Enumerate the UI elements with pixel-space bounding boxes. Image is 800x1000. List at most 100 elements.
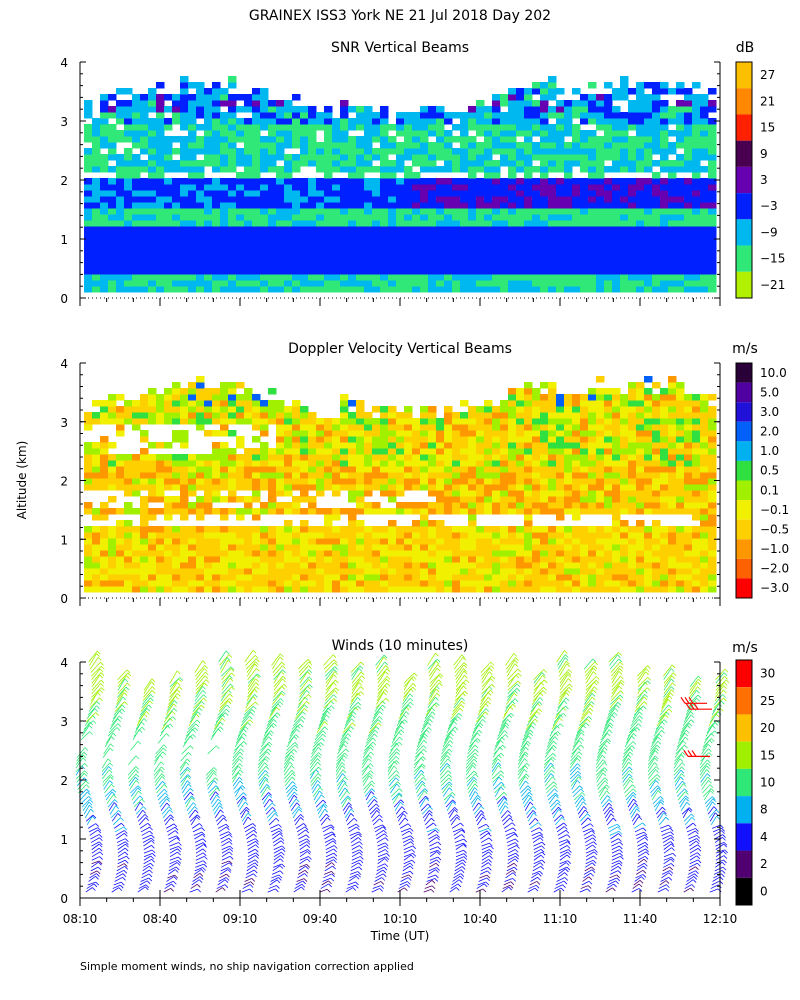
- colorbar-swatch: [736, 558, 752, 579]
- snr-heatmap: [84, 76, 717, 293]
- colorbar-swatch: [736, 877, 752, 905]
- x-tick-label: 12:10: [703, 912, 738, 926]
- snr-colorbar: 27 21 15 9 3 −3 −9 −15 −21: [735, 61, 785, 299]
- colorbar-swatch: [736, 62, 752, 89]
- snr-panel-title: SNR Vertical Beams: [331, 40, 469, 56]
- colorbar-label: 15: [760, 121, 775, 135]
- colorbar-label: 9: [760, 147, 768, 161]
- y-tick-label: 0: [60, 592, 68, 606]
- colorbar-label: 3: [760, 173, 768, 187]
- x-tick-label: 11:10: [543, 912, 578, 926]
- footnote: Simple moment winds, no ship navigation …: [80, 960, 414, 973]
- colorbar-swatch: [736, 539, 752, 559]
- colorbar-label: 0.1: [760, 483, 779, 497]
- y-tick-label: 2: [60, 475, 68, 489]
- colorbar-swatch: [736, 519, 752, 540]
- colorbar-label: −0.1: [760, 503, 789, 517]
- y-tick-label: 1: [60, 833, 68, 847]
- y-tick-label: 1: [60, 533, 68, 547]
- colorbar-swatch: [736, 219, 752, 246]
- colorbar-swatch: [736, 166, 752, 194]
- colorbar-swatch: [736, 114, 752, 141]
- colorbar-label: 0.5: [760, 464, 779, 478]
- colorbar-label: 10.0: [760, 366, 787, 380]
- colorbar-label: 15: [760, 748, 775, 762]
- colorbar-swatch: [736, 363, 752, 383]
- x-tick-label: 09:40: [303, 912, 338, 926]
- colorbar-label: 2.0: [760, 425, 779, 439]
- x-tick-label: 11:40: [623, 912, 658, 926]
- colorbar-swatch: [736, 823, 752, 851]
- colorbar-swatch: [736, 714, 752, 742]
- colorbar-swatch: [736, 271, 752, 298]
- colorbar-swatch: [736, 88, 752, 115]
- x-axis-label: Time (UT): [370, 929, 430, 943]
- colorbar-label: −1.0: [760, 542, 789, 556]
- x-tick-label: 10:10: [383, 912, 418, 926]
- doppler-colorbar: 10.0 5.0 3.0 2.0 1.0 0.5 0.1 −0.1 −0.5 −1.0 −2.0 −3…: [735, 362, 789, 599]
- colorbar-swatch: [736, 140, 752, 167]
- y-tick-label: 3: [60, 715, 68, 729]
- y-tick-label: 4: [60, 56, 68, 70]
- colorbar-label: 30: [760, 667, 775, 681]
- colorbar-swatch: [736, 500, 752, 520]
- y-tick-label: 2: [60, 774, 68, 788]
- winds-panel-title: Winds (10 minutes): [332, 638, 469, 654]
- snr-panel: SNR Vertical Beams 0 1 2 3 4 27 21 15 9 3 −3 −9 −15…: [60, 40, 785, 306]
- y-tick-label: 3: [60, 416, 68, 430]
- x-tick-labels: 08:10 08:40 09:10 09:40 10:10 10:40 11:10 11:40…: [63, 912, 738, 926]
- figure-title: GRAINEX ISS3 York NE 21 Jul 2018 Day 202: [249, 8, 551, 24]
- colorbar-swatch: [736, 421, 752, 442]
- colorbar-swatch: [736, 480, 752, 501]
- y-tick-label: 0: [60, 892, 68, 906]
- colorbar-label: −3.0: [760, 581, 789, 595]
- y-tick-label: 4: [60, 656, 68, 670]
- colorbar-swatch: [736, 687, 752, 715]
- colorbar-label: −2.0: [760, 562, 789, 576]
- snr-colorbar-unit: dB: [736, 40, 755, 56]
- colorbar-swatch: [736, 660, 752, 688]
- colorbar-swatch: [736, 850, 752, 878]
- colorbar-label: −15: [760, 252, 785, 266]
- x-tick-label: 08:40: [143, 912, 178, 926]
- y-tick-label: 0: [60, 292, 68, 306]
- colorbar-swatch: [736, 578, 752, 598]
- colorbar-label: 27: [760, 68, 775, 82]
- x-tick-label: 10:40: [463, 912, 498, 926]
- colorbar-swatch: [736, 382, 752, 403]
- colorbar-swatch: [736, 741, 752, 769]
- colorbar-swatch: [736, 796, 752, 824]
- x-tick-label: 08:10: [63, 912, 98, 926]
- colorbar-swatch: [736, 193, 752, 220]
- x-tick-label: 09:10: [223, 912, 258, 926]
- colorbar-label: 0: [760, 884, 768, 898]
- colorbar-label: 21: [760, 94, 775, 108]
- colorbar-swatch: [736, 460, 752, 481]
- y-tick-label: 1: [60, 233, 68, 247]
- colorbar-label: 1.0: [760, 444, 779, 458]
- winds-axes: 0 1 2 3 4: [60, 656, 721, 906]
- colorbar-swatch: [736, 441, 752, 461]
- snr-axes: 0 1 2 3 4: [60, 56, 721, 306]
- colorbar-label: 8: [760, 803, 768, 817]
- colorbar-label: −21: [760, 278, 785, 292]
- winds-colorbar-unit: m/s: [732, 640, 758, 656]
- colorbar-label: 3.0: [760, 405, 779, 419]
- y-tick-label: 4: [60, 357, 68, 371]
- colorbar-label: 10: [760, 776, 775, 790]
- colorbar-label: 5.0: [760, 385, 779, 399]
- y-tick-label: 2: [60, 174, 68, 188]
- colorbar-swatch: [736, 768, 752, 797]
- colorbar-label: 20: [760, 721, 775, 735]
- colorbar-label: 2: [760, 857, 768, 871]
- colorbar-swatch: [736, 402, 752, 422]
- y-axis-label: Altitude (km): [15, 441, 29, 520]
- doppler-panel: Doppler Velocity Vertical Beams 0 1 2 3 4 10…: [60, 341, 789, 606]
- colorbar-label: −9: [760, 225, 778, 239]
- doppler-heatmap: [84, 376, 717, 593]
- doppler-colorbar-unit: m/s: [732, 341, 758, 357]
- colorbar-label: 25: [760, 694, 775, 708]
